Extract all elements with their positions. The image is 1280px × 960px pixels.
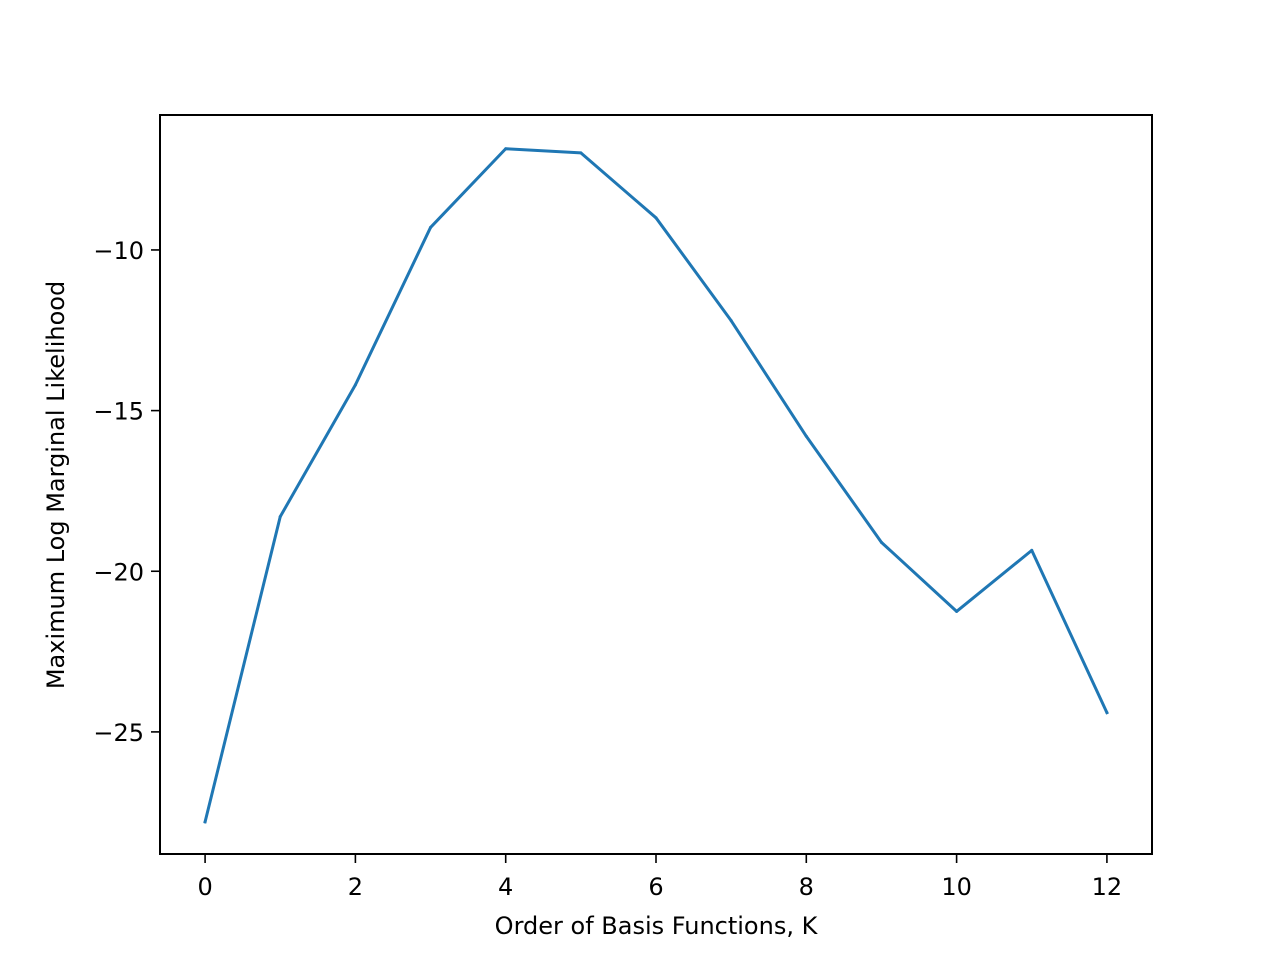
plot-frame [159,114,1153,855]
x-tick-label: 10 [941,873,972,901]
data-point [278,515,282,519]
data-point [203,820,207,824]
x-axis-ticks: 0 2 4 6 8 10 12 [197,854,1122,901]
data-point [1105,711,1109,715]
x-tick-label: 8 [799,873,814,901]
x-axis-label: Order of Basis Functions, K [495,912,819,940]
y-tick-label: −10 [93,237,144,265]
x-tick-label: 6 [648,873,663,901]
data-point [804,434,808,438]
data-point [429,225,433,229]
x-tick-label: 0 [197,873,212,901]
x-tick-label: 2 [348,873,363,901]
x-tick-label: 4 [498,873,513,901]
data-point [729,319,733,323]
data-point [579,151,583,155]
x-tick-label: 12 [1092,873,1123,901]
y-tick-label: −20 [93,558,144,586]
data-point [504,147,508,151]
data-point [879,540,883,544]
y-axis-label: Maximum Log Marginal Likelihood [42,281,70,689]
data-point [1030,548,1034,552]
plot-marks [203,147,1109,824]
data-point [353,383,357,387]
y-axis-ticks: −25 −20 −15 −10 [93,237,160,747]
data-point [654,216,658,220]
y-tick-label: −15 [93,398,144,426]
y-tick-label: −25 [93,719,144,747]
series-line [203,147,1109,824]
data-point [955,609,959,613]
